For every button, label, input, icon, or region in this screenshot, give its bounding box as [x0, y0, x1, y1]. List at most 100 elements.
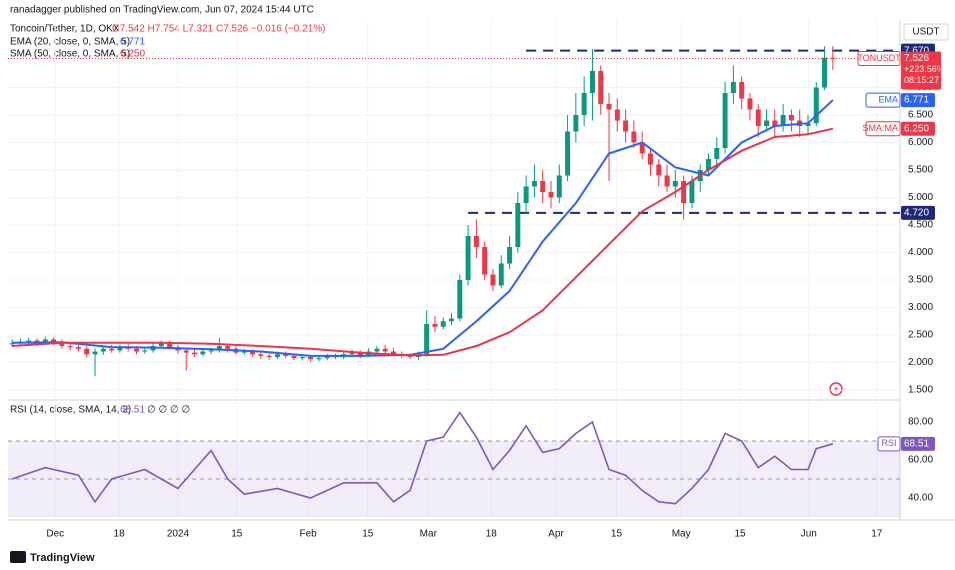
bolt-circle[interactable] [829, 382, 843, 396]
x-tick-label: Apr [548, 529, 564, 540]
candle-body [67, 346, 73, 348]
grid [8, 20, 900, 518]
bolt[interactable] [834, 385, 838, 393]
ma-tag-name: EMA [878, 94, 898, 104]
candle-body [200, 351, 206, 355]
y-tick-label: 3.000 [908, 302, 933, 313]
candle-body [788, 114, 794, 121]
level-tag-label: 4.720 [904, 208, 929, 219]
candle-body [813, 87, 819, 124]
candle-body [390, 351, 396, 355]
x-tick-label: 15 [611, 529, 623, 540]
candle-body [706, 158, 711, 171]
symbol-tag-label: TONUSDT [857, 53, 901, 63]
candle-body [531, 181, 537, 187]
y-tick-label: 80.00 [908, 417, 933, 428]
candle-body [465, 236, 471, 281]
x-tick-label: 18 [486, 529, 498, 540]
candle-body [780, 114, 786, 126]
candle-body [482, 247, 488, 275]
rsi-band [8, 440, 900, 518]
ma-value-label: 6.771 [904, 95, 929, 106]
candle-body [84, 348, 90, 355]
y-tick-label: 40.00 [908, 493, 933, 504]
currency-box[interactable] [903, 23, 949, 41]
logo-icon [10, 551, 26, 563]
ema-legend: EMA (20, close, 0, SMA, 5) [10, 37, 130, 48]
level-tag-label: 7.670 [904, 45, 929, 56]
x-tick-label: Dec [46, 529, 64, 540]
candle-body [689, 181, 695, 204]
ma-tag [865, 92, 901, 108]
logo: TradingView [30, 552, 95, 564]
candle-body [548, 192, 554, 198]
symbol-tag [857, 51, 901, 67]
candle-body [639, 142, 645, 154]
candle-body [722, 92, 728, 148]
level-tag [901, 205, 935, 220]
candle-body [515, 203, 521, 248]
x-tick-label: 15 [734, 529, 746, 540]
candle-body [614, 109, 620, 121]
candle-body [258, 354, 264, 356]
candle-body [117, 347, 123, 351]
candle-body [432, 324, 438, 327]
sma-legend: SMA (50, close, 0, SMA, 5) [10, 49, 130, 60]
candle-body [589, 70, 595, 93]
y-tick-label: 6.000 [908, 137, 933, 148]
candle-body [283, 354, 289, 356]
candle-body [631, 131, 637, 143]
sma-legend-value: 6.250 [120, 49, 145, 60]
candle-body [158, 343, 164, 347]
ma-tag [865, 121, 901, 137]
y-tick-label: 6.500 [908, 110, 933, 121]
candle-body [772, 120, 778, 126]
bolt-icon[interactable] [829, 382, 843, 396]
candle-body [830, 57, 836, 59]
candle-body [755, 109, 761, 126]
currency[interactable]: USDT [912, 27, 939, 38]
candle-body [822, 57, 828, 88]
published: ranadagger published on TradingView.com,… [10, 5, 314, 16]
price-tag [901, 51, 941, 90]
candle-body [208, 350, 214, 352]
candle-body [274, 354, 280, 358]
candle-body [42, 339, 48, 343]
candle-body [672, 181, 678, 187]
candle-body [134, 348, 139, 352]
candle-body [656, 164, 662, 176]
candle-body [308, 357, 314, 360]
y-tick-label: 2.500 [908, 330, 933, 341]
candle-body [714, 147, 720, 159]
candle-body [407, 355, 413, 358]
candle-body [473, 236, 479, 248]
candle-body [51, 339, 57, 342]
rsi-value-tag [901, 436, 935, 451]
candle-body [498, 263, 504, 286]
y-tick-label: 4.500 [908, 220, 933, 231]
candle-body [167, 343, 173, 348]
candle-body [623, 120, 629, 132]
rsi-name: RSI [881, 438, 896, 448]
candle-body [747, 98, 753, 110]
candle-body [556, 175, 562, 198]
y-tick-label: 5.000 [908, 192, 933, 203]
candle-body [540, 181, 546, 193]
x-tick-label: 15 [362, 529, 374, 540]
rsi-legend: RSI (14, close, SMA, 14, 2) [10, 405, 131, 416]
candle-body [225, 346, 231, 349]
candle-body [324, 355, 330, 359]
candle-body [382, 348, 388, 352]
rsi-legend-value: 68.51 [120, 405, 145, 416]
price-tag-countdown: 08:15:27 [904, 75, 939, 85]
candle-body [647, 153, 653, 165]
candle-body [730, 81, 736, 93]
candle-body [424, 324, 430, 355]
rsi-value-label: 68.51 [904, 438, 929, 449]
candle-body [565, 131, 571, 176]
x-tick-label: May [672, 529, 691, 540]
ma-line [12, 127, 834, 357]
candle-body [183, 350, 189, 353]
